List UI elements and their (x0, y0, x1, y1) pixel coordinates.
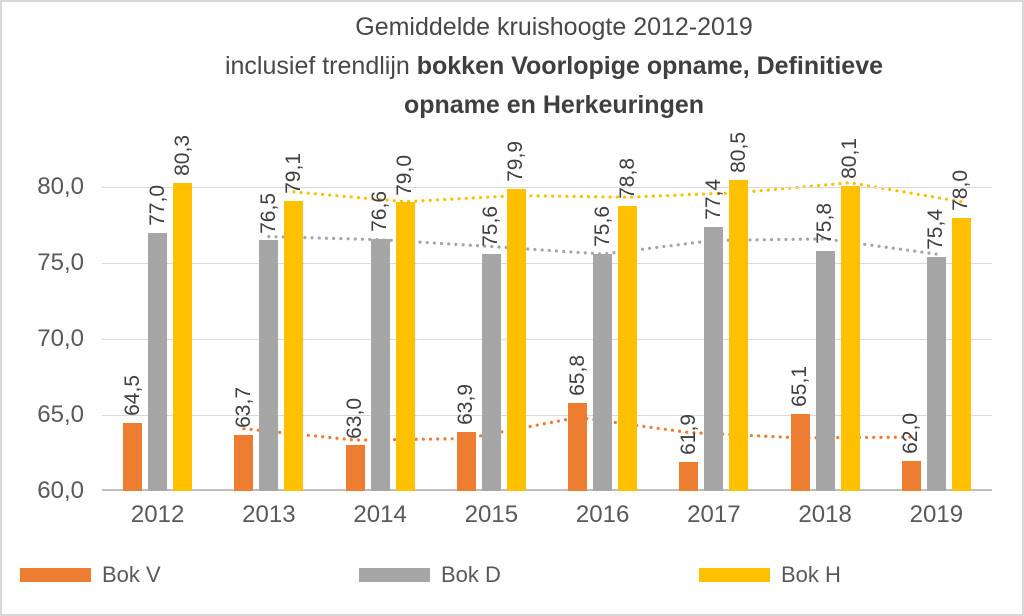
bar-data-label: 75,4 (924, 209, 948, 251)
bar-data-label: 79,1 (281, 153, 305, 194)
legend-swatch-icon (359, 568, 430, 582)
bar-data-label: 80,1 (838, 137, 862, 179)
legend-item-bok-d: Bok D (359, 560, 501, 590)
bar-bok-d (148, 232, 168, 491)
legend: Bok V Bok D Bok H (2, 560, 1022, 590)
gridline (102, 339, 992, 341)
x-axis-category-label: 2012 (130, 501, 185, 528)
bar-bok-d (815, 251, 835, 491)
legend-item-bok-h: Bok H (699, 560, 841, 590)
y-axis-tick-label: 70,0 (37, 325, 84, 353)
bar-bok-d (704, 226, 724, 491)
bar-bok-d (926, 257, 946, 491)
x-axis-category-label: 2014 (353, 501, 407, 528)
gridline (102, 263, 992, 265)
bar-bok-h (173, 182, 193, 491)
plot-area: 64,5 63,7 63,0 63,9 65,8 61,9 65,1 62,0 77,0 76,5… (102, 122, 992, 491)
legend-label: Bok V (102, 562, 161, 587)
bar-bok-d (370, 238, 390, 491)
bar-bok-v (901, 460, 921, 491)
bar-bok-d (593, 254, 613, 491)
legend-label: Bok H (781, 562, 841, 587)
bar-data-label: 64,5 (120, 374, 144, 416)
legend-item-bok-v: Bok V (20, 560, 161, 590)
x-axis: 2012 2013 2014 2015 2016 2017 2018 2019 (102, 500, 992, 534)
chart-title-line3: opname en Herkeuringen (403, 91, 705, 119)
bar-bok-h (284, 200, 304, 491)
bar-data-label: 75,8 (813, 203, 837, 245)
bar-data-label: 65,8 (565, 355, 589, 396)
bar-data-label: 77,0 (145, 184, 169, 226)
x-axis-line (102, 489, 992, 491)
legend-swatch-icon (699, 568, 770, 582)
bar-data-label: 63,9 (454, 383, 478, 425)
bar-data-label: 63,7 (231, 386, 255, 428)
bar-data-label: 76,6 (368, 191, 392, 232)
gridline (102, 187, 992, 189)
bar-data-label: 62,0 (899, 412, 923, 454)
legend-swatch-icon (20, 568, 91, 582)
bar-bok-v (345, 445, 365, 491)
bar-bok-v (123, 422, 143, 491)
bar-data-label: 75,6 (479, 206, 503, 248)
bar-data-label: 79,0 (393, 154, 417, 196)
chart-title-line2: inclusief trendlijn bokken Voorlopige op… (82, 47, 1022, 86)
x-axis-category-label: 2013 (242, 501, 296, 528)
bar-data-label: 79,9 (504, 140, 528, 182)
legend-label: Bok D (441, 562, 501, 587)
chart-title-line2-regular: inclusief trendlijn (224, 52, 417, 80)
bar-data-label: 77,4 (701, 178, 725, 220)
bar-bok-v (679, 462, 699, 491)
x-axis-category-label: 2017 (687, 501, 741, 528)
chart-title: Gemiddelde kruishoogte 2012-2019 inclusi… (82, 8, 1022, 125)
bar-bok-h (395, 202, 415, 491)
bar-data-label: 61,9 (676, 414, 700, 456)
bar-bok-h (951, 217, 971, 491)
bar-data-label: 63,0 (343, 397, 367, 439)
y-axis: 60,0 65,0 70,0 75,0 80,0 (2, 122, 84, 504)
bar-bok-d (259, 240, 279, 491)
bar-data-label: 78,0 (949, 169, 973, 211)
bar-bok-h (618, 205, 638, 491)
y-axis-tick-label: 75,0 (37, 249, 84, 277)
x-axis-category-label: 2019 (909, 501, 964, 528)
bar-bok-d (481, 254, 501, 491)
bar-data-label: 78,8 (615, 157, 639, 199)
chart-title-line2-bold: bokken Voorlopige opname, Definitieve (416, 52, 884, 80)
gridline (102, 415, 992, 417)
bar-bok-h (506, 188, 526, 491)
bar-bok-h (840, 185, 860, 491)
bar-bok-v (790, 413, 810, 491)
chart-title-line1: Gemiddelde kruishoogte 2012-2019 (355, 13, 753, 41)
bar-data-label: 75,6 (590, 206, 614, 248)
bar-data-label: 80,3 (170, 134, 194, 176)
y-axis-tick-label: 65,0 (37, 401, 84, 429)
bar-bok-v (234, 434, 254, 491)
bar-data-label: 65,1 (788, 365, 812, 407)
bar-bok-v (568, 402, 588, 491)
bar-data-label: 80,5 (726, 131, 750, 173)
bar-bok-v (456, 431, 476, 491)
x-axis-category-label: 2016 (575, 501, 630, 528)
x-axis-category-label: 2015 (464, 501, 519, 528)
bar-data-label: 76,5 (256, 192, 280, 234)
y-axis-tick-label: 80,0 (37, 173, 84, 201)
bar-bok-h (729, 179, 749, 491)
y-axis-tick-label: 60,0 (37, 477, 84, 504)
x-axis-category-label: 2018 (798, 501, 852, 528)
